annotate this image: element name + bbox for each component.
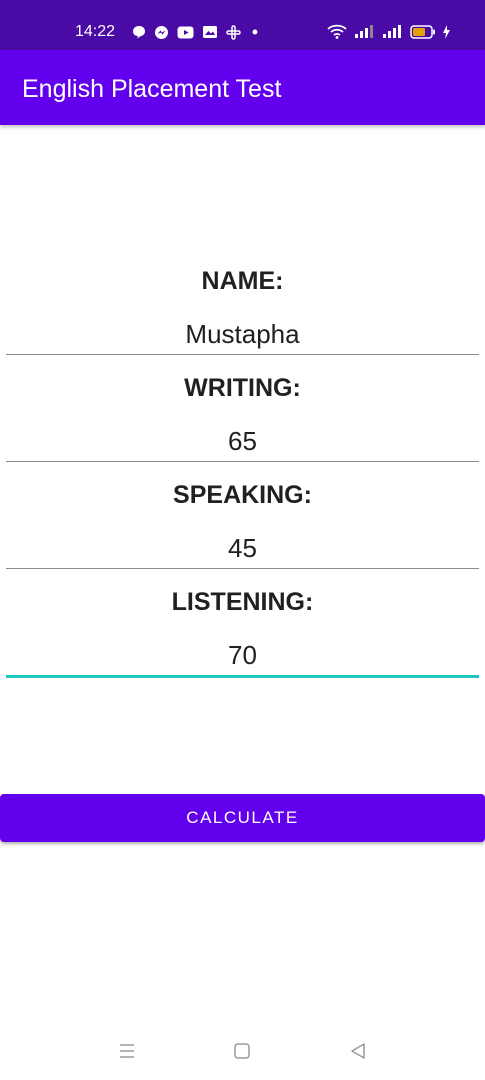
chat-bubble-icon [133,26,145,39]
gallery-icon [203,26,217,38]
listening-label: LISTENING: [171,588,314,616]
messenger-icon [155,25,168,39]
status-bar: 14:22 [0,0,485,50]
app-bar: English Placement Test [0,50,485,125]
slack-icon [226,24,241,40]
back-icon[interactable] [349,1042,367,1060]
dot-icon [252,29,258,35]
writing-field[interactable]: 65 [228,426,257,456]
speaking-label: SPEAKING: [173,481,312,509]
name-field[interactable]: Mustapha [185,319,300,349]
writing-field-underline [6,461,479,462]
system-icons [326,22,451,42]
speaking-field-underline [6,568,479,569]
menu-icon[interactable] [118,1042,136,1060]
youtube-icon [177,26,194,38]
speaking-field[interactable]: 45 [228,533,257,563]
status-time: 14:22 [75,23,116,40]
name-label: NAME: [201,267,284,295]
listening-field-underline [6,675,479,678]
navigation-bar [0,1020,485,1080]
name-field-underline [6,354,479,355]
notification-icons [132,22,261,42]
app-title: English Placement Test [22,75,282,103]
battery-icon [410,25,435,39]
wifi-icon [327,24,347,39]
charging-icon [443,25,450,39]
writing-label: WRITING: [184,374,301,402]
listening-field[interactable]: 70 [228,640,257,670]
home-icon[interactable] [233,1042,251,1060]
calculate-button[interactable]: CALCULATE [0,794,485,842]
signal-icon [355,25,373,38]
signal-icon [383,25,401,38]
